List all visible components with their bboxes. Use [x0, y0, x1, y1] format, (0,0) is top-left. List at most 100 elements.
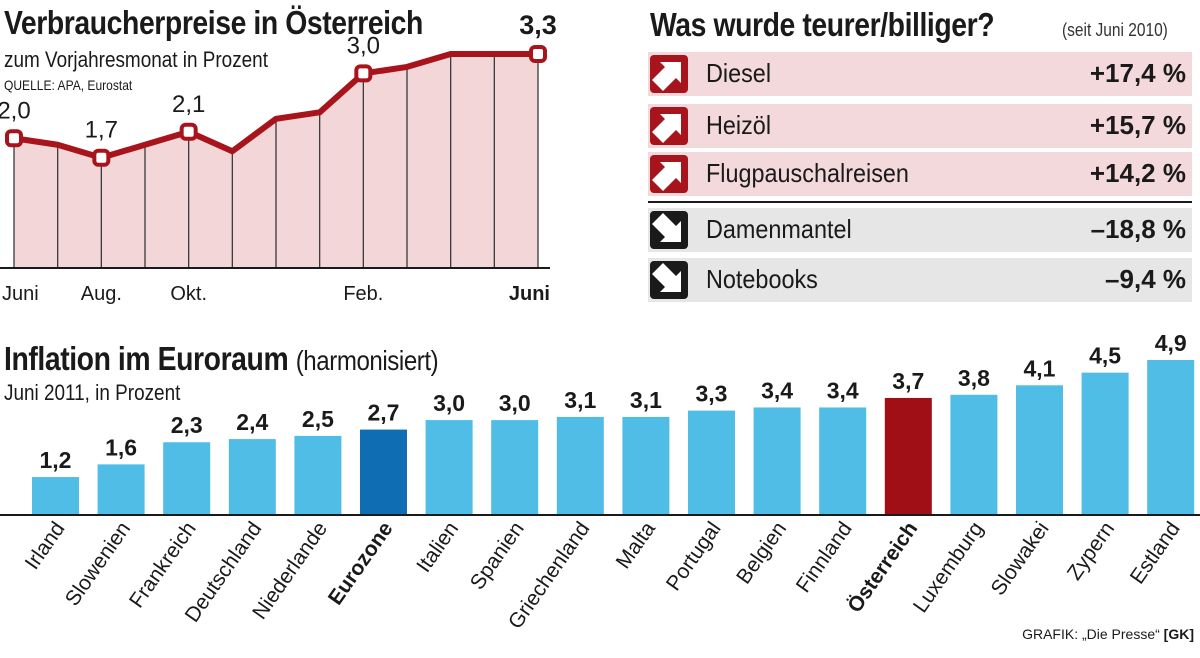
- cpi-point-label: 2,0: [0, 97, 31, 124]
- euro-bar-value-label: 3,1: [630, 387, 662, 413]
- euro-bar-value-label: 3,7: [892, 368, 924, 394]
- price-row-flugpauschalreisen: Flugpauschalreisen +14,2 %: [648, 152, 1192, 196]
- price-row-label: Flugpauschalreisen: [706, 158, 909, 188]
- cpi-point-label: 3,3: [519, 10, 557, 40]
- euro-category-label: Finnland: [792, 518, 857, 597]
- cpi-title: Verbraucherpreise in Österreich: [4, 4, 423, 41]
- euro-title: Inflation im Euroraum (harmonisiert): [4, 340, 439, 378]
- euro-bar-estland: [1147, 360, 1195, 515]
- cpi-source: QUELLE: APA, Eurostat: [4, 77, 133, 93]
- euro-bar-value-label: 3,3: [696, 381, 728, 407]
- arrow-down-right-icon: [650, 261, 688, 299]
- euro-category-label: Zypern: [1063, 518, 1119, 585]
- euro-bar-value-label: 2,4: [236, 409, 268, 435]
- cpi-point-marker: [179, 122, 198, 141]
- euro-category-label: Frankreich: [125, 518, 201, 612]
- price-row-label: Diesel: [706, 58, 772, 88]
- euro-bar-spanien: [491, 420, 539, 515]
- price-table-title: Was wurde teurer/billiger?: [650, 6, 995, 43]
- cpi-point-marker: [5, 129, 23, 148]
- euro-bar-value-label: 3,0: [499, 390, 531, 416]
- euro-bar-portugal: [688, 410, 735, 515]
- cpi-point-label: 2,1: [172, 91, 205, 118]
- cpi-point-marker: [92, 148, 111, 167]
- arrow-icon-shape: [652, 114, 681, 143]
- cpi-x-tick-label: Juni: [509, 283, 550, 305]
- price-row-value: +17,4 %: [1089, 58, 1186, 88]
- price-row-label: Damenmantel: [706, 214, 852, 244]
- cpi-x-tick-label: Aug.: [81, 283, 122, 305]
- price-row-heizöl: Heizöl +15,7 %: [648, 104, 1192, 148]
- arrow-up-right-icon: [650, 155, 688, 193]
- euro-category-label: Italien: [412, 518, 463, 577]
- euro-bar-finnland: [819, 407, 867, 515]
- cpi-area-chart: 2,0 1,7 2,1 3,0 3,3 Juni Aug. Okt. Feb. Juni: [0, 10, 557, 305]
- euro-bar-value-label: 1,2: [40, 447, 72, 473]
- price-row-value: +14,2 %: [1089, 158, 1186, 188]
- cpi-point-label: 3,0: [347, 32, 380, 59]
- price-row-label: Heizöl: [706, 110, 772, 140]
- price-row-damenmantel: Damenmantel –18,8 %: [648, 208, 1192, 252]
- euro-bar-slowakei: [1016, 385, 1063, 515]
- credit-tag: [GK]: [1163, 626, 1194, 642]
- price-table-note: (seit Juni 2010): [1062, 20, 1168, 40]
- cpi-point-marker: [529, 44, 547, 63]
- euro-category-label: Irland: [21, 518, 70, 574]
- euro-category-label: Portugal: [662, 518, 726, 595]
- euro-bar-niederlande: [294, 435, 342, 515]
- euro-subtitle: Juni 2011, in Prozent: [4, 380, 181, 405]
- arrow-down-right-icon: [650, 211, 688, 249]
- euro-category-label: Estland: [1126, 518, 1185, 589]
- euro-bar-irland: [32, 477, 79, 515]
- euro-category-label: Eurozone: [324, 518, 398, 610]
- euro-bar-slowenien: [97, 464, 145, 515]
- euro-category-label: Slowakei: [987, 518, 1054, 600]
- arrow-up-right-icon: [650, 55, 688, 93]
- euro-bar-value-label: 3,8: [958, 365, 990, 391]
- euro-category-label: Malta: [612, 517, 660, 573]
- euro-bar-value-label: 3,4: [761, 377, 793, 403]
- arrow-icon-shape: [652, 162, 681, 191]
- cpi-x-tick-label: Okt.: [170, 283, 207, 305]
- euro-bar-value-label: 4,9: [1155, 330, 1187, 356]
- cpi-point-marker: [354, 64, 373, 83]
- arrow-icon-shape: [652, 62, 681, 91]
- euro-bar-malta: [622, 416, 670, 515]
- price-row-notebooks: Notebooks –9,4 %: [648, 258, 1192, 302]
- euro-title-main: Inflation im Euroraum: [4, 340, 289, 377]
- euro-bar-österreich: [884, 397, 932, 515]
- price-row-value: +15,7 %: [1089, 110, 1186, 140]
- euro-bar-value-label: 3,4: [827, 377, 859, 403]
- euro-bar-value-label: 3,0: [433, 390, 465, 416]
- euro-bar-value-label: 4,5: [1089, 343, 1121, 369]
- cpi-x-tick-label: Feb.: [343, 283, 383, 305]
- price-row-diesel: Diesel +17,4 %: [648, 52, 1192, 96]
- price-row-label: Notebooks: [706, 264, 818, 294]
- euro-bar-value-label: 2,5: [302, 406, 334, 432]
- price-row-value: –9,4 %: [1105, 264, 1186, 294]
- euro-bar-value-label: 1,6: [105, 434, 137, 460]
- euro-bar-value-label: 2,3: [171, 412, 203, 438]
- euro-bar-value-label: 3,1: [564, 387, 596, 413]
- euro-bar-frankreich: [163, 442, 211, 515]
- euro-bar-deutschland: [228, 439, 276, 515]
- euro-bar-belgien: [753, 407, 801, 515]
- cpi-point-label: 1,7: [85, 117, 118, 144]
- price-row-value: –18,8 %: [1090, 214, 1186, 244]
- euro-bar-zypern: [1081, 372, 1129, 515]
- arrow-icon-shape: [652, 213, 681, 242]
- price-table-divider: [648, 201, 1192, 203]
- euro-title-suffix: (harmonisiert): [295, 345, 439, 376]
- euro-category-label: Slowenien: [61, 518, 135, 611]
- euro-bar-luxemburg: [950, 394, 998, 515]
- euro-bar-griechenland: [556, 416, 604, 515]
- euro-bar-value-label: 4,1: [1024, 355, 1056, 381]
- euro-category-label: Belgien: [732, 518, 791, 589]
- euro-bar-eurozone: [360, 429, 407, 515]
- cpi-subtitle: zum Vorjahresmonat in Prozent: [4, 47, 268, 72]
- euro-bar-value-label: 2,7: [368, 400, 400, 426]
- cpi-x-tick-label: Juni: [2, 283, 39, 305]
- credit-text: GRAFIK: „Die Presse“: [1022, 626, 1160, 642]
- credit: GRAFIK: „Die Presse“ [GK]: [1022, 626, 1194, 642]
